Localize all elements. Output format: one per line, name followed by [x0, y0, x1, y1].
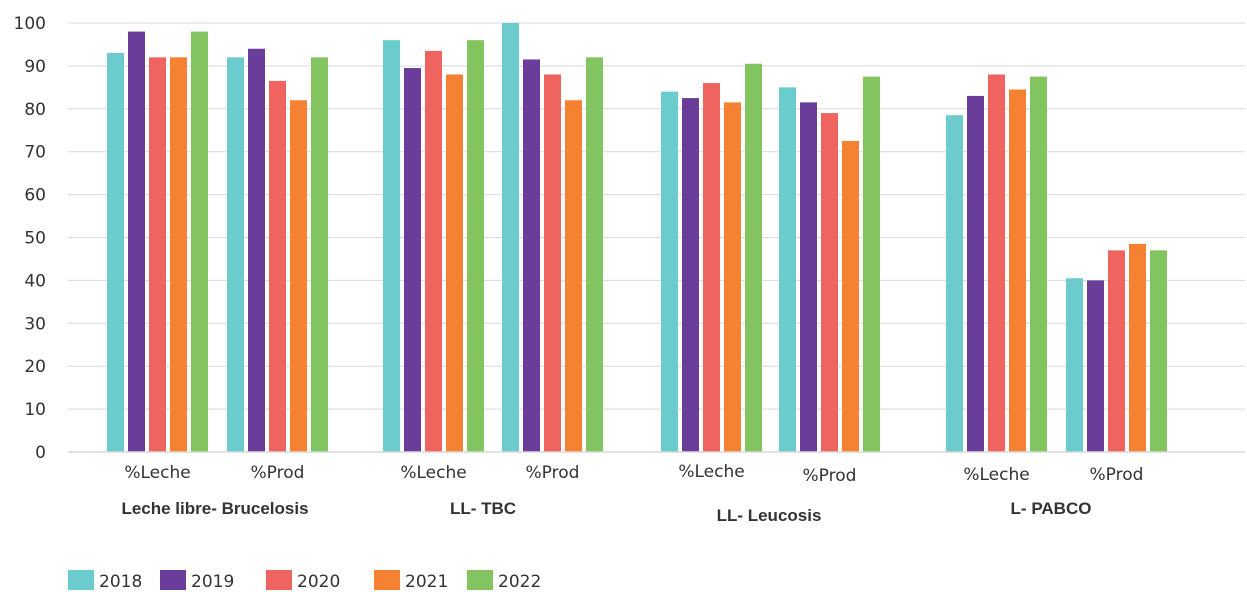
x-subcategory-label: %Prod — [526, 463, 580, 483]
x-subcategory-label: %Leche — [124, 463, 190, 483]
legend-label-2022: 2022 — [498, 572, 541, 592]
x-group-label: Leche libre- Brucelosis — [121, 499, 308, 518]
bar-2018-1-prod — [227, 57, 244, 452]
legend-swatch-2018 — [68, 570, 94, 590]
bars-layer — [107, 23, 1167, 453]
bar-2022-4-leche — [1030, 76, 1047, 452]
x-subcategory-label: %Prod — [803, 466, 857, 486]
bar-2018-2-prod — [502, 23, 519, 452]
bar-2019-3-leche — [682, 98, 699, 452]
bar-2020-2-leche — [425, 50, 442, 452]
bar-2020-3-leche — [703, 83, 720, 452]
legend-swatch-2019 — [160, 570, 186, 590]
bar-2022-2-prod — [586, 57, 603, 452]
bar-2022-2-leche — [467, 40, 484, 452]
bar-2019-1-prod — [248, 48, 265, 453]
bar-2020-3-prod — [821, 113, 838, 452]
axis-layer: 0 10 20 30 40 50 60 70 80 90 100 %Leche %Prod Leche l… — [14, 14, 1245, 525]
bar-2018-3-prod — [779, 87, 796, 452]
x-subcategory-label: %Prod — [1090, 465, 1144, 485]
bar-2018-4-leche — [946, 115, 963, 453]
legend-label-2021: 2021 — [405, 572, 448, 592]
bar-2021-2-prod — [565, 100, 582, 452]
y-tick-label: 60 — [24, 186, 46, 206]
bar-2020-4-leche — [988, 74, 1005, 452]
bar-2022-3-leche — [745, 63, 762, 452]
legend-label-2019: 2019 — [191, 572, 234, 592]
bar-2022-3-prod — [863, 76, 880, 452]
legend-swatch-2020 — [266, 570, 292, 590]
legend-label-2020: 2020 — [297, 572, 340, 592]
bar-2020-4-prod — [1108, 250, 1125, 452]
bar-2020-1-leche — [149, 57, 166, 452]
x-group-label: LL- Leucosis — [717, 506, 822, 525]
y-tick-label: 40 — [24, 271, 46, 291]
y-tick-label: 20 — [24, 357, 46, 377]
bar-2018-2-leche — [383, 40, 400, 452]
bar-2018-3-leche — [661, 91, 678, 452]
bar-2021-4-leche — [1009, 89, 1026, 453]
bar-2018-4-prod — [1066, 278, 1083, 452]
bar-2019-3-prod — [800, 102, 817, 453]
bar-2018-1-leche — [107, 53, 124, 452]
x-subcategory-label: %Leche — [963, 465, 1029, 485]
legend-label-2018: 2018 — [99, 572, 142, 592]
bar-2021-4-prod — [1129, 243, 1146, 452]
bar-2019-2-prod — [523, 59, 540, 453]
legend: 2018 2019 2020 2021 2022 — [68, 570, 541, 592]
x-subcategory-label: %Prod — [251, 463, 305, 483]
bar-2021-3-prod — [842, 140, 859, 452]
bar-2022-1-leche — [191, 31, 208, 453]
y-tick-label: 0 — [35, 443, 46, 463]
legend-swatch-2022 — [467, 570, 493, 590]
bar-2021-3-leche — [724, 102, 741, 453]
y-tick-label: 10 — [24, 400, 46, 420]
x-subcategory-label: %Leche — [678, 462, 744, 482]
y-tick-label: 80 — [24, 100, 46, 120]
bar-2020-1-prod — [269, 80, 286, 452]
bar-2019-4-leche — [967, 95, 984, 453]
x-group-label: L- PABCO — [1011, 499, 1092, 518]
bar-2022-4-prod — [1150, 250, 1167, 452]
x-group-label: LL- TBC — [450, 499, 516, 518]
legend-swatch-2021 — [374, 570, 400, 590]
x-subcategory-label: %Leche — [400, 463, 466, 483]
bar-2020-2-prod — [544, 74, 561, 452]
bar-2019-1-leche — [128, 31, 145, 453]
y-tick-label: 50 — [24, 229, 46, 249]
bar-2021-2-leche — [446, 74, 463, 452]
bar-2019-4-prod — [1087, 280, 1104, 452]
bar-2019-2-leche — [404, 68, 421, 453]
y-tick-label: 30 — [24, 314, 46, 334]
y-tick-label: 90 — [24, 57, 46, 77]
y-tick-label: 70 — [24, 143, 46, 163]
y-tick-label: 100 — [14, 14, 46, 34]
bar-2021-1-prod — [290, 100, 307, 452]
bar-2022-1-prod — [311, 57, 328, 452]
bar-2021-1-leche — [170, 57, 187, 452]
